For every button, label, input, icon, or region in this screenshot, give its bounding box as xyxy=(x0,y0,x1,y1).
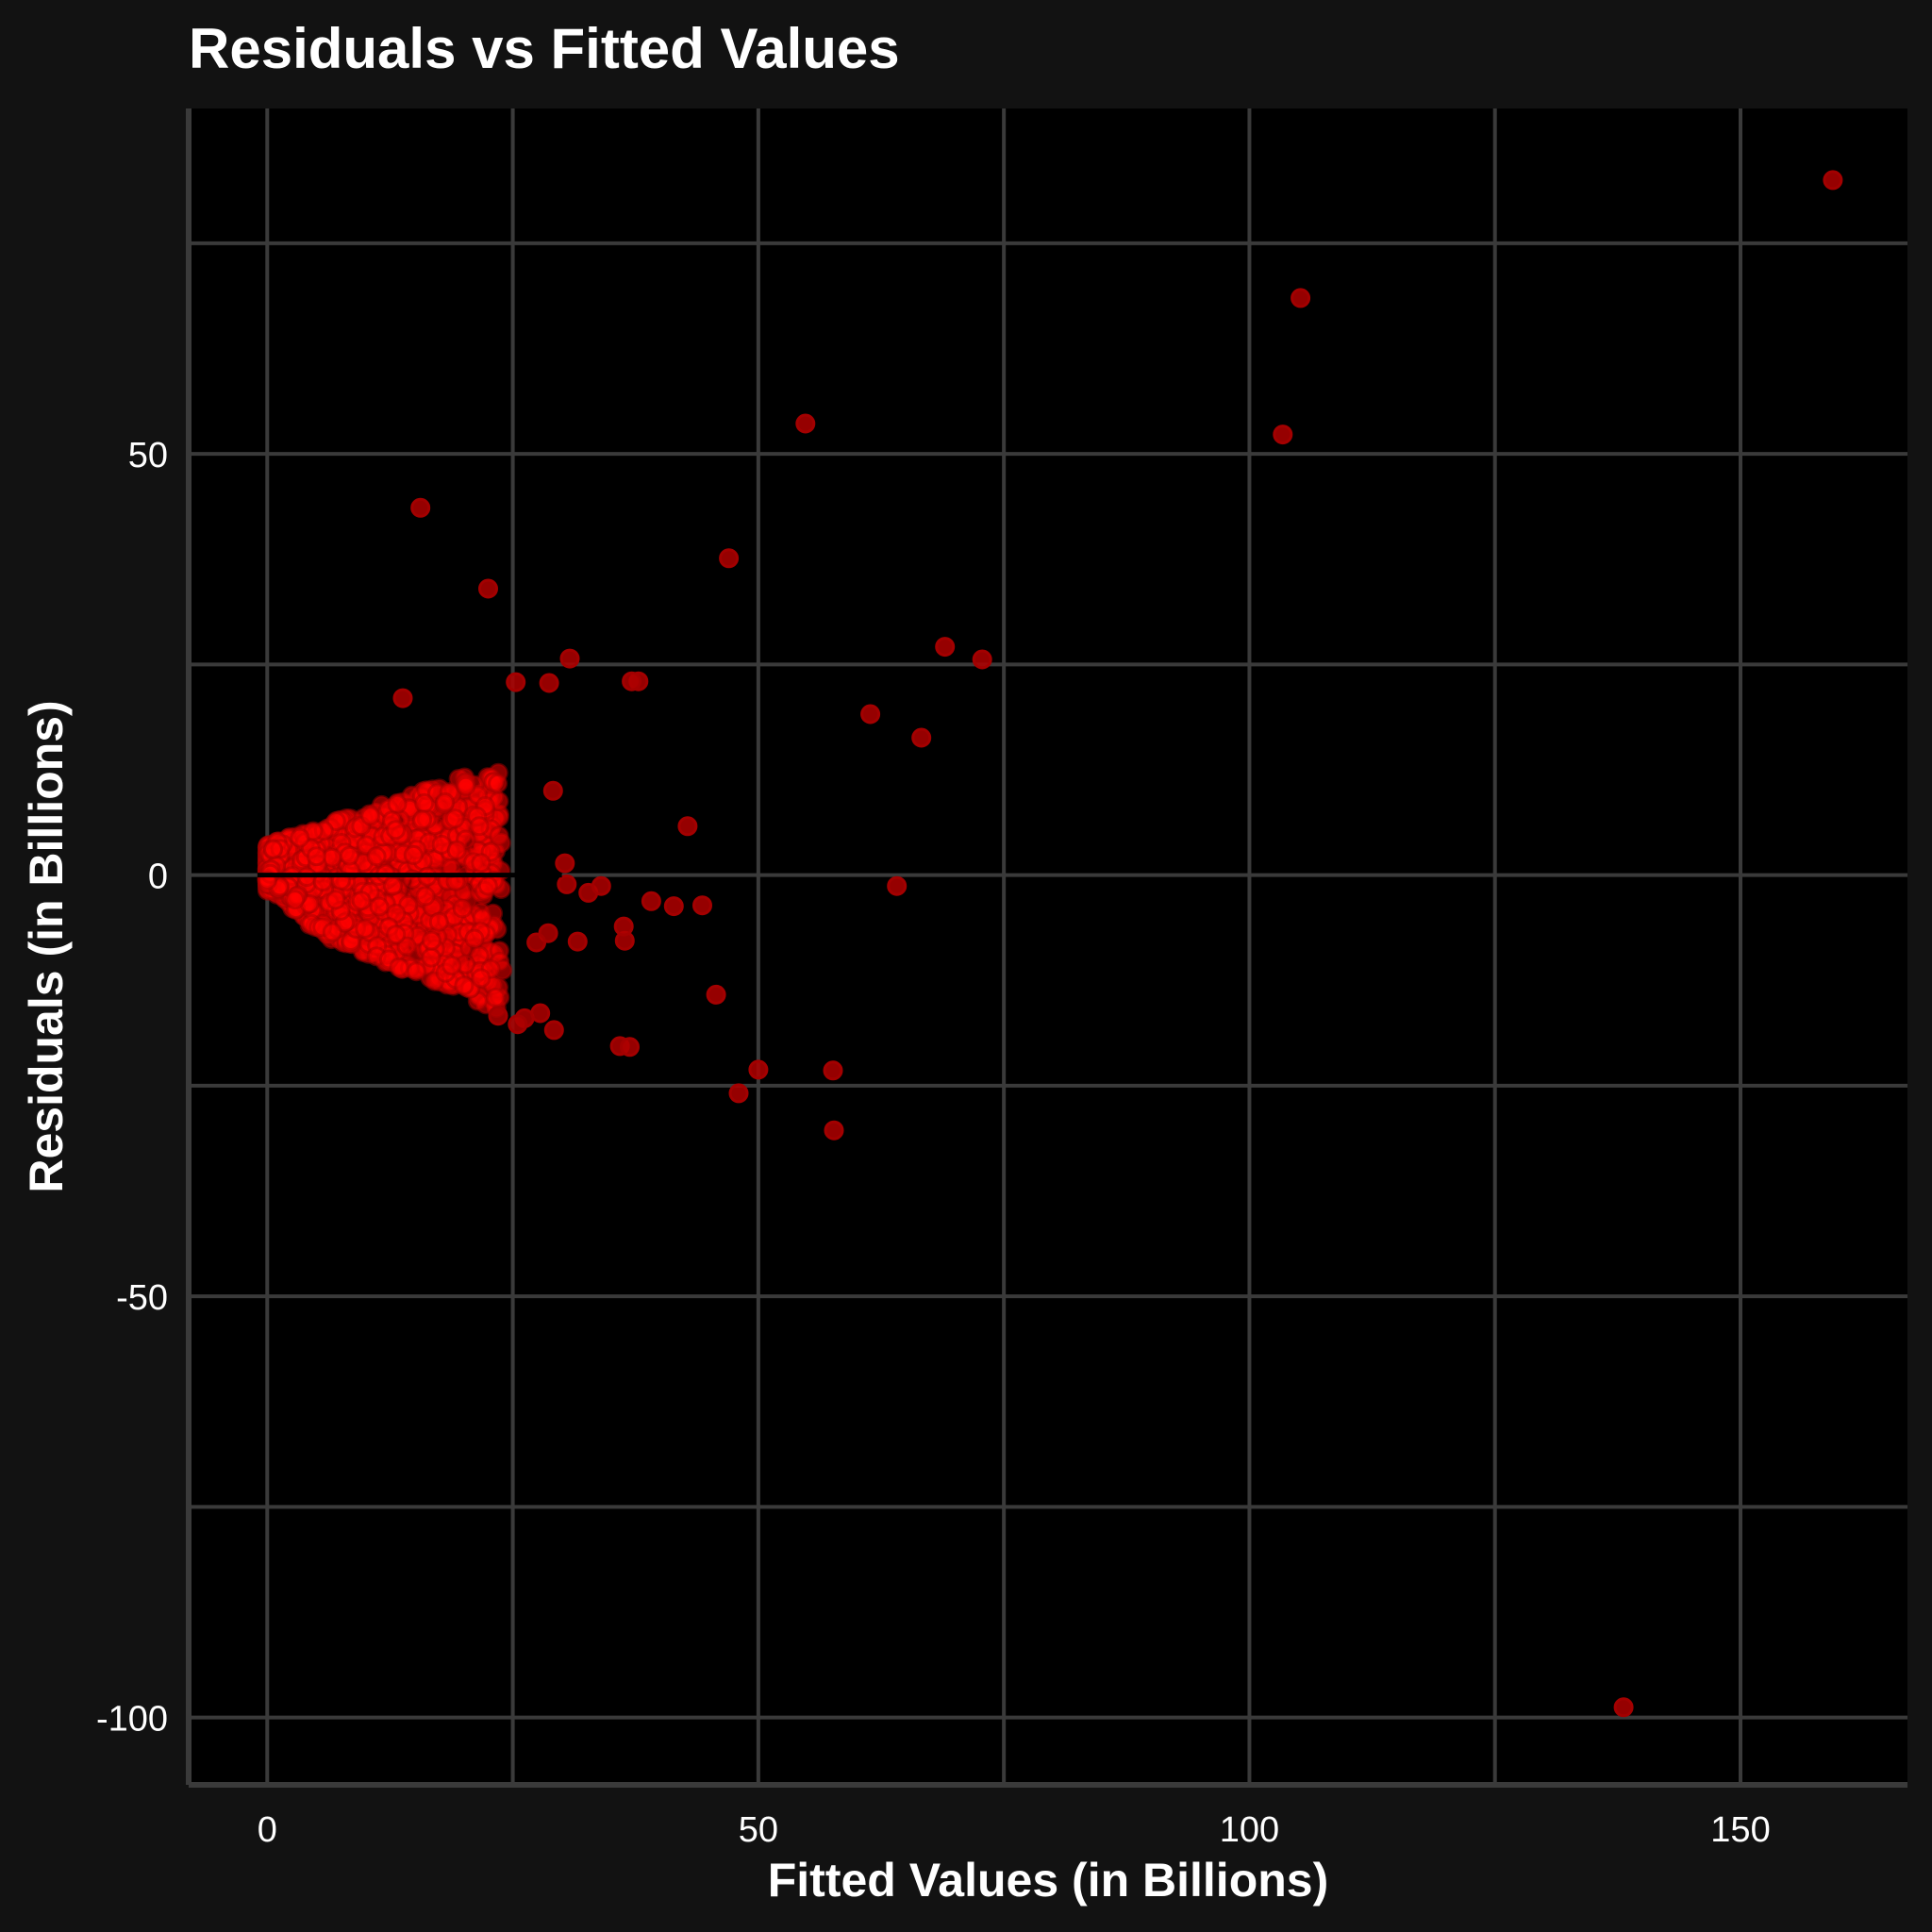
data-point xyxy=(488,774,508,793)
data-point xyxy=(290,827,310,848)
data-point xyxy=(1273,425,1293,445)
data-point xyxy=(559,648,580,669)
data-point xyxy=(387,793,408,814)
y-axis-title: Residuals (in Billions) xyxy=(20,700,73,1192)
data-point xyxy=(728,1083,749,1104)
data-point xyxy=(663,896,684,917)
data-point xyxy=(539,673,559,693)
data-point xyxy=(406,961,426,982)
data-point xyxy=(428,911,449,932)
x-tick-label: 0 xyxy=(258,1810,277,1850)
data-point xyxy=(360,806,381,826)
data-point xyxy=(421,947,441,968)
data-point xyxy=(719,548,740,569)
data-point xyxy=(435,791,456,812)
data-point xyxy=(355,919,375,940)
data-point xyxy=(412,809,433,830)
data-point xyxy=(692,895,712,916)
data-point xyxy=(471,968,491,989)
data-point xyxy=(414,792,435,813)
data-point xyxy=(325,890,346,910)
data-point xyxy=(485,988,506,1008)
data-point xyxy=(935,637,956,658)
data-point xyxy=(477,875,498,896)
data-point xyxy=(543,1020,564,1041)
y-tick-label: -50 xyxy=(116,1278,168,1318)
chart-title: Residuals vs Fitted Values xyxy=(189,17,900,80)
data-point xyxy=(389,957,409,977)
data-point xyxy=(285,890,306,910)
data-point xyxy=(823,1060,843,1081)
x-tick-label: 150 xyxy=(1710,1810,1770,1850)
data-point xyxy=(1823,170,1843,191)
data-point xyxy=(456,775,476,796)
data-point xyxy=(557,874,577,894)
data-point xyxy=(386,820,406,841)
data-point xyxy=(469,816,490,837)
data-point xyxy=(613,916,634,937)
data-point xyxy=(386,924,407,945)
data-point xyxy=(795,413,816,434)
data-point xyxy=(1613,1697,1634,1718)
data-point xyxy=(506,672,526,692)
data-point xyxy=(542,780,563,801)
data-point xyxy=(824,1120,844,1141)
data-point xyxy=(748,1059,769,1080)
data-point xyxy=(415,886,436,907)
data-point xyxy=(444,808,465,829)
data-point xyxy=(911,727,932,748)
grid-lines xyxy=(189,108,1907,1785)
data-point xyxy=(488,1006,508,1026)
data-point xyxy=(307,846,326,867)
data-point xyxy=(322,922,342,942)
data-point xyxy=(677,816,698,837)
data-point xyxy=(454,975,475,996)
data-point xyxy=(471,853,491,874)
data-point xyxy=(421,930,441,951)
data-point xyxy=(706,984,726,1005)
y-tick-label: -100 xyxy=(96,1700,168,1740)
data-point xyxy=(555,853,575,874)
data-point xyxy=(641,891,661,911)
data-point xyxy=(508,1014,528,1035)
data-point xyxy=(410,497,431,518)
data-point xyxy=(263,839,283,859)
y-tick-label: 0 xyxy=(148,858,168,897)
data-point xyxy=(340,845,360,866)
y-tick-label: 50 xyxy=(128,436,168,475)
data-point xyxy=(403,844,424,865)
x-tick-label: 50 xyxy=(739,1810,778,1850)
data-point xyxy=(441,956,462,975)
x-axis-title: Fitted Values (in Billions) xyxy=(768,1854,1329,1907)
data-point xyxy=(452,898,473,919)
data-point xyxy=(464,928,485,949)
tick-labels: 0 50 100 150 -100 -50 0 50 xyxy=(96,436,1771,1850)
data-point xyxy=(369,896,390,917)
data-point xyxy=(351,891,372,911)
x-tick-label: 100 xyxy=(1220,1810,1279,1850)
data-point xyxy=(489,825,509,846)
data-point xyxy=(887,875,908,896)
data-point xyxy=(1291,288,1311,308)
data-point xyxy=(620,1037,640,1058)
data-point xyxy=(392,688,413,708)
data-point xyxy=(860,704,881,724)
data-point xyxy=(446,840,467,860)
data-point xyxy=(622,671,642,691)
data-point xyxy=(530,1003,551,1024)
data-point xyxy=(383,875,403,896)
data-point xyxy=(526,932,547,953)
axes xyxy=(186,108,1907,1788)
data-point xyxy=(567,931,588,952)
data-point xyxy=(478,578,498,599)
data-point xyxy=(972,649,992,670)
data-point xyxy=(591,875,611,896)
data-point xyxy=(366,846,387,867)
